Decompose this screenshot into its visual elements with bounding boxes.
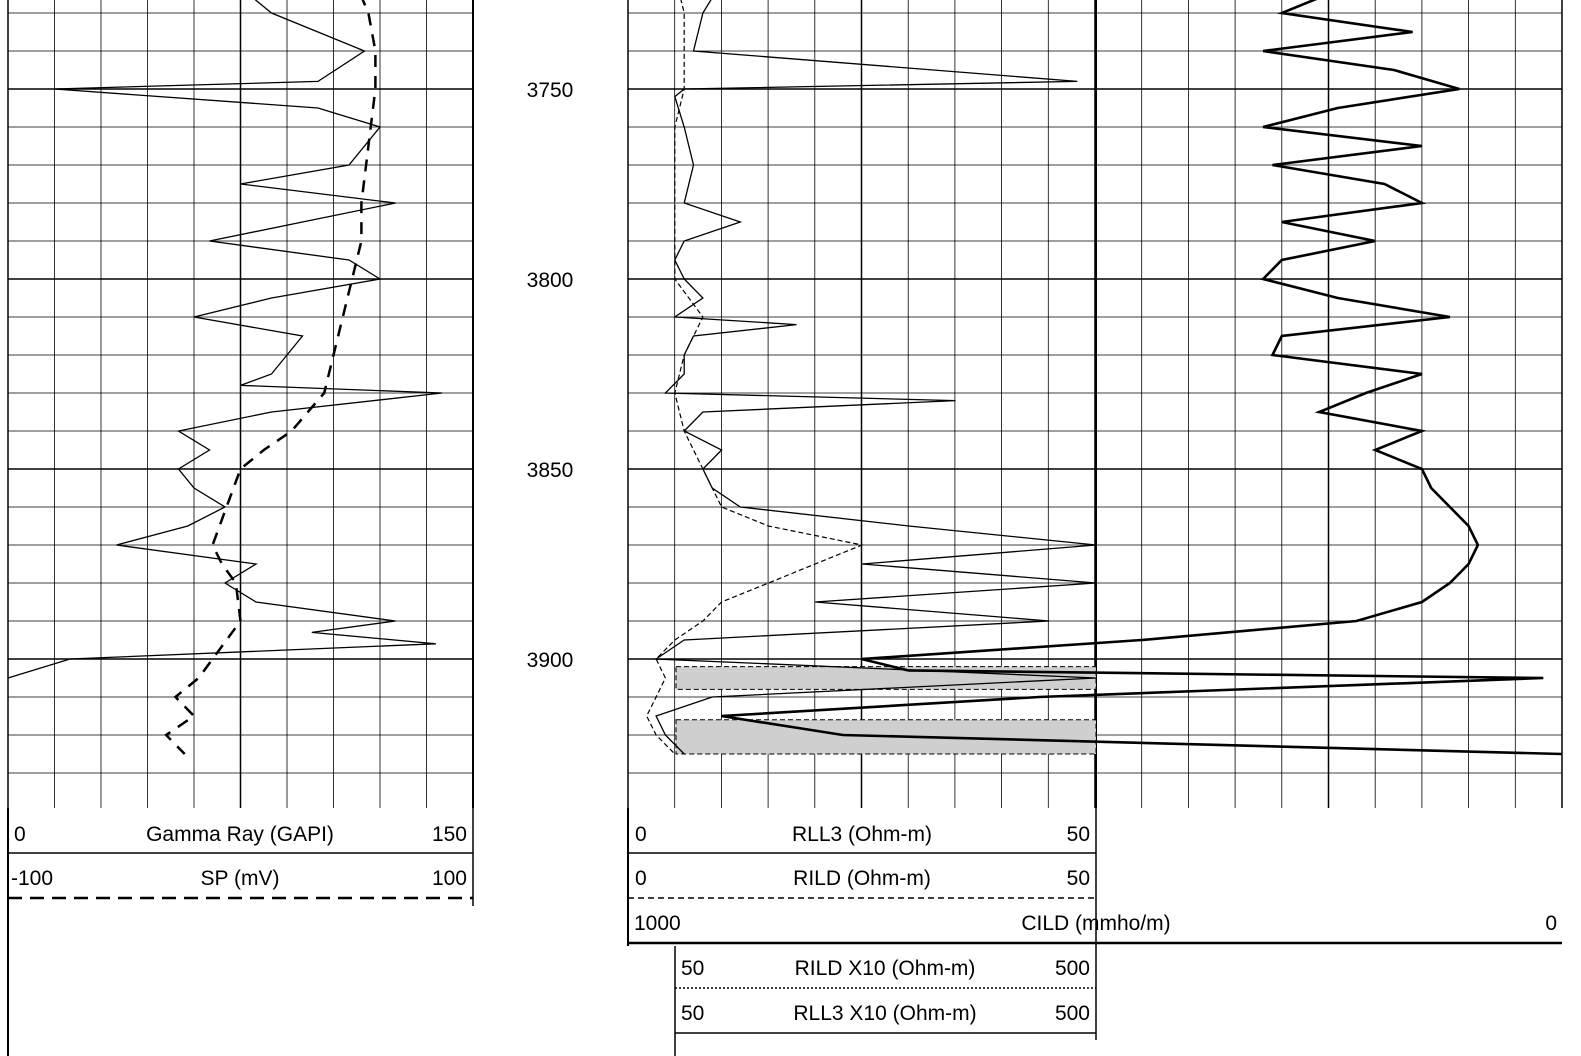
rll3-max: 50	[1067, 823, 1090, 846]
rll3-label: RLL3 (Ohm-m)	[792, 823, 932, 846]
rll3-min: 0	[635, 823, 647, 846]
header-frame	[7, 808, 1562, 1056]
curve-headers: 0 Gamma Ray (GAPI) 150 -100 SP (mV) 100 …	[11, 823, 1557, 1025]
sp-label: SP (mV)	[201, 867, 280, 890]
gamma-ray-curve	[7, 0, 443, 679]
gr-max: 150	[432, 823, 467, 846]
shaded-interval	[675, 666, 1097, 690]
rild10-max: 500	[1055, 957, 1090, 980]
rild10-label: RILD X10 (Ohm-m)	[795, 957, 976, 980]
cild-label: CILD (mmho/m)	[1021, 912, 1170, 935]
depth-label: 3800	[527, 269, 574, 292]
gr-min: 0	[14, 823, 26, 846]
rild10-min: 50	[681, 957, 704, 980]
gr-label: Gamma Ray (GAPI)	[146, 823, 334, 846]
rll310-label: RLL3 X10 (Ohm-m)	[793, 1002, 976, 1025]
rild-min: 0	[635, 867, 647, 890]
track1-grid	[7, 0, 474, 808]
rll310-min: 50	[681, 1002, 704, 1025]
rild-curve	[646, 0, 865, 755]
cild-curve	[721, 0, 1563, 756]
sp-max: 100	[432, 867, 467, 890]
sp-curve	[164, 0, 377, 755]
cild-min: 1000	[634, 912, 681, 935]
sp-min: -100	[11, 867, 53, 890]
depth-label: 3900	[527, 649, 574, 672]
rll310-max: 500	[1055, 1002, 1090, 1025]
rild-max: 50	[1067, 867, 1090, 890]
depth-label: 3850	[527, 459, 574, 482]
log-curves	[7, 0, 1563, 756]
rild-label: RILD (Ohm-m)	[793, 867, 931, 890]
cild-max: 0	[1545, 912, 1557, 935]
depth-label: 3750	[527, 79, 574, 102]
depth-track: 3750 3800 3850 3900	[527, 79, 574, 672]
